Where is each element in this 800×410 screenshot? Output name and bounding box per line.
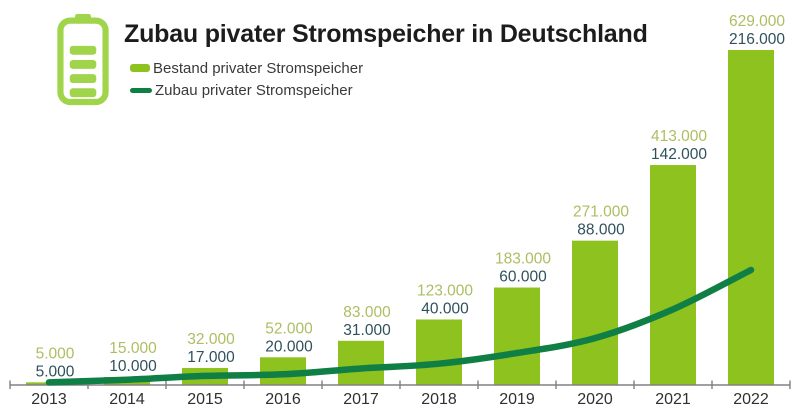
chart-header: Zubau pivater Stromspeicher in Deutschla… xyxy=(56,14,648,106)
bestand-value-label-2017: 83.000 xyxy=(343,304,391,321)
zubau-value-label-2019: 60.000 xyxy=(499,269,547,286)
bar-2018 xyxy=(416,319,462,385)
zubau-line-swatch-icon xyxy=(130,87,152,93)
year-label-2016: 2016 xyxy=(265,391,301,408)
bar-2019 xyxy=(494,287,540,385)
year-label-2015: 2015 xyxy=(187,391,223,408)
zubau-value-label-2020: 88.000 xyxy=(577,222,625,239)
bestand-value-label-2013: 5.000 xyxy=(36,345,75,362)
battery-icon xyxy=(56,14,110,106)
legend-label-bestand: Bestand privater Stromspeicher xyxy=(153,59,364,77)
legend-label-zubau: Zubau privater Stromspeicher xyxy=(155,81,353,99)
bestand-value-label-2020: 271.000 xyxy=(573,204,629,221)
year-label-2013: 2013 xyxy=(31,391,67,408)
chart-title: Zubau pivater Stromspeicher in Deutschla… xyxy=(124,20,648,48)
zubau-value-label-2018: 40.000 xyxy=(421,300,469,317)
year-label-2019: 2019 xyxy=(499,391,535,408)
bar-2022 xyxy=(728,50,774,385)
zubau-value-label-2017: 31.000 xyxy=(343,322,391,339)
bestand-bar-swatch-icon xyxy=(130,64,150,72)
bar-2017 xyxy=(338,340,384,385)
zubau-value-label-2016: 20.000 xyxy=(265,338,313,355)
legend-item-zubau: Zubau privater Stromspeicher xyxy=(130,81,648,99)
year-label-2022: 2022 xyxy=(733,391,769,408)
year-label-2014: 2014 xyxy=(109,391,145,408)
bestand-value-label-2022: 629.000 xyxy=(729,13,785,30)
year-label-2020: 2020 xyxy=(577,391,613,408)
bestand-value-label-2015: 32.000 xyxy=(187,331,235,348)
zubau-value-label-2015: 17.000 xyxy=(187,349,235,366)
zubau-value-label-2013: 5.000 xyxy=(36,363,75,380)
year-label-2018: 2018 xyxy=(421,391,457,408)
year-label-2021: 2021 xyxy=(655,391,691,408)
zubau-value-label-2014: 10.000 xyxy=(109,358,157,375)
zubau-value-label-2021: 142.000 xyxy=(651,146,707,163)
bestand-value-label-2016: 52.000 xyxy=(265,320,313,337)
zubau-line xyxy=(45,266,755,386)
bestand-value-label-2021: 413.000 xyxy=(651,128,707,145)
legend: Bestand privater Stromspeicher Zubau pri… xyxy=(124,59,648,99)
bar-2020 xyxy=(572,240,618,385)
bestand-value-label-2018: 123.000 xyxy=(417,282,473,299)
legend-item-bestand: Bestand privater Stromspeicher xyxy=(130,59,648,77)
bar-2021 xyxy=(650,165,696,385)
zubau-value-label-2022: 216.000 xyxy=(729,31,785,48)
header-text-block: Zubau pivater Stromspeicher in Deutschla… xyxy=(124,14,648,99)
year-label-2017: 2017 xyxy=(343,391,379,408)
bestand-value-label-2019: 183.000 xyxy=(495,251,551,268)
bestand-value-label-2014: 15.000 xyxy=(109,340,157,357)
